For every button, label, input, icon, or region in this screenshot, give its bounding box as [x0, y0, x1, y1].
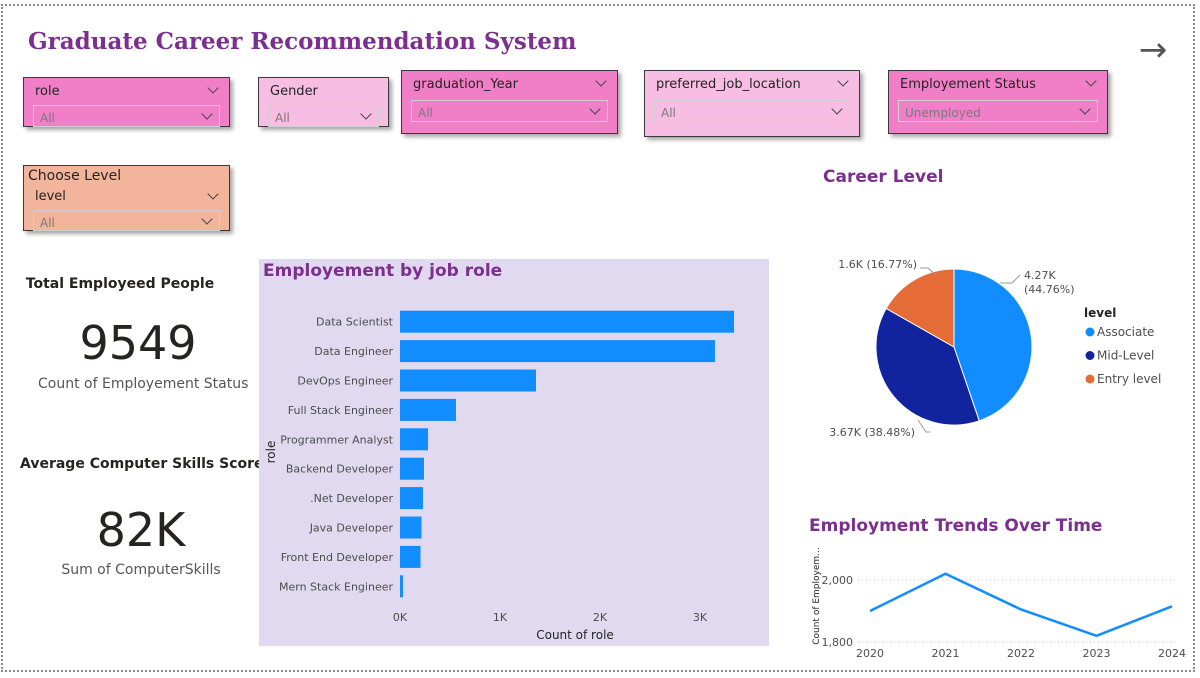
level-slicer-label: level [35, 189, 66, 204]
bar [400, 398, 456, 421]
x-tick-label: 2K [593, 611, 608, 624]
level-dropdown-value: All [40, 216, 55, 230]
x-tick-label: 1K [493, 611, 508, 624]
preferred-job-location-slicer-label: preferred_job_location [656, 77, 801, 92]
role-slicer-label: role [35, 84, 60, 99]
gender-dropdown[interactable]: All [268, 105, 379, 127]
x-axis-label: Count of role [536, 628, 614, 642]
graduation-year-dropdown[interactable]: All [411, 100, 608, 122]
kpi-employed-label: Total Employeed People [25, 276, 215, 292]
x-tick-label: 2020 [856, 647, 884, 660]
role-dropdown-value: All [40, 111, 55, 125]
pie-data-label: (44.76%) [1024, 283, 1075, 296]
bar-category-label: Programmer Analyst [280, 433, 393, 446]
bar [400, 340, 715, 363]
preferred-job-location-slicer: preferred_job_location All [644, 70, 860, 137]
level-slicer-header: Choose Level [28, 168, 122, 184]
graduation-year-slicer: graduation_Year All [401, 70, 618, 134]
employment-status-slicer: Employement Status Unemployed [888, 70, 1108, 134]
y-tick-label: 2,000 [822, 574, 854, 587]
preferred-job-location-dropdown[interactable]: All [654, 100, 850, 122]
pie-legend-label: Mid-Level [1097, 349, 1154, 363]
bar-category-label: Mern Stack Engineer [279, 580, 393, 593]
bar-category-label: DevOps Engineer [297, 375, 393, 388]
role-slicer: role All [23, 77, 230, 127]
pie-leader-line [920, 267, 937, 276]
line-series [869, 572, 1173, 638]
bar-category-label: Backend Developer [286, 463, 394, 476]
bar-category-label: Data Scientist [316, 316, 394, 329]
report-page [1, 4, 1195, 672]
bar-category-label: Full Stack Engineer [288, 404, 394, 417]
pie-data-label: 1.6K (16.77%) [838, 258, 917, 271]
pie-slice [885, 268, 955, 348]
kpi-skills-value: 82K [96, 503, 186, 557]
y-axis-label: Count of Employem... [812, 547, 822, 645]
page-title: Graduate Career Recommendation System [28, 28, 577, 55]
bar [400, 428, 428, 451]
pie-slice [875, 307, 980, 426]
bar [400, 457, 424, 480]
x-tick-label: 2022 [1007, 647, 1035, 660]
kpi-skills-caption: Sum of ComputerSkills [61, 562, 221, 578]
kpi-skills-label: Average Computer Skills Score [20, 456, 264, 472]
bar [400, 369, 536, 392]
kpi-employed-caption: Count of Employement Status [38, 376, 249, 392]
preferred-job-location-dropdown-value: All [661, 106, 676, 120]
x-tick-label: 2023 [1083, 647, 1111, 660]
x-tick-label: 2024 [1158, 647, 1186, 660]
level-dropdown[interactable]: All [33, 210, 220, 231]
y-tick-label: 1,800 [822, 636, 854, 649]
arrow-right-icon[interactable]: → [1138, 30, 1168, 70]
employment-status-dropdown[interactable]: Unemployed [898, 100, 1098, 122]
bar-category-label: Front End Developer [281, 551, 394, 564]
bar [400, 516, 422, 539]
level-slicer: Choose Level level All [23, 165, 230, 231]
bar-category-label: .Net Developer [310, 492, 393, 505]
gender-slicer-label: Gender [270, 84, 318, 99]
employment-status-dropdown-value: Unemployed [905, 106, 981, 120]
bar [400, 545, 421, 568]
bar-chart-title: Employement by job role [263, 261, 503, 281]
bar-category-label: Data Engineer [314, 345, 393, 358]
graduation-year-dropdown-value: All [418, 106, 433, 120]
role-dropdown[interactable]: All [33, 105, 220, 127]
line-chart-title: Employment Trends Over Time [809, 516, 1103, 536]
bar [400, 575, 403, 598]
x-tick-label: 0K [393, 611, 408, 624]
pie-legend-label: Entry level [1097, 372, 1161, 386]
pie-leader-line [917, 419, 930, 433]
pie-legend-marker [1085, 351, 1095, 360]
graduation-year-slicer-label: graduation_Year [413, 77, 518, 92]
x-tick-label: 2021 [932, 647, 960, 660]
pie-legend-label: Associate [1097, 325, 1154, 339]
pie-chart-title: Career Level [823, 167, 944, 187]
pie-slice [953, 268, 1033, 422]
bar [400, 487, 423, 510]
employment-status-slicer-label: Employement Status [900, 77, 1036, 92]
pie-data-label: 4.27K [1024, 269, 1056, 282]
pie-legend-marker [1085, 327, 1095, 337]
pie-data-label: 3.67K (38.48%) [829, 426, 915, 439]
pie-leader-line [1000, 274, 1021, 284]
y-axis-label: role [264, 441, 278, 464]
bar [400, 310, 734, 333]
pie-legend-marker [1085, 374, 1095, 384]
pie-legend-title: level [1084, 306, 1116, 320]
gender-dropdown-value: All [275, 111, 290, 125]
x-tick-label: 3K [693, 611, 708, 624]
kpi-employed-value: 9549 [79, 316, 197, 370]
bar-category-label: Java Developer [309, 522, 394, 535]
gender-slicer: Gender All [258, 77, 389, 127]
